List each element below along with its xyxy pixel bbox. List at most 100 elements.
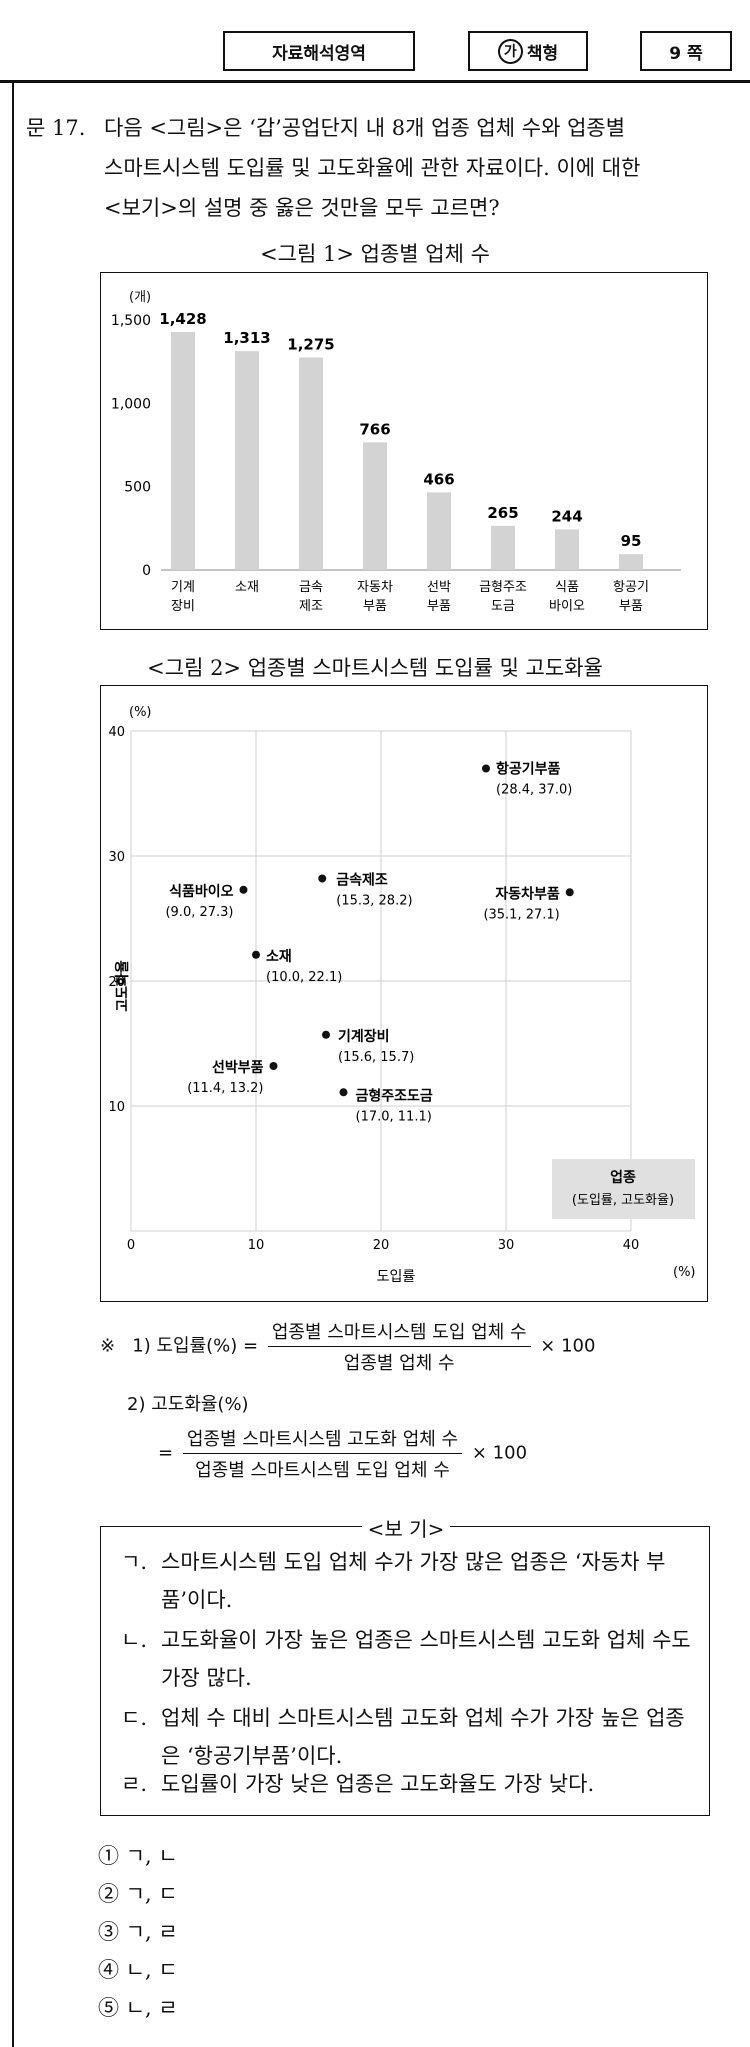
- section-title: 자료해석영역: [223, 31, 415, 71]
- point-coord-label: (15.6, 15.7): [338, 1050, 414, 1065]
- bogi-item-3: ㄷ. 업체 수 대비 스마트시스템 고도화 업체 수가 가장 높은 업종은 ‘항…: [121, 1699, 696, 1775]
- point-name-label: 자동차부품: [495, 886, 560, 902]
- point-coord-label: (15.3, 28.2): [336, 894, 412, 909]
- category-label: 장비: [171, 599, 195, 614]
- category-label: 소재: [235, 580, 259, 595]
- note2-numerator: 업종별 스마트시스템 고도화 업체 수: [182, 1425, 463, 1454]
- data-point: [322, 1030, 330, 1039]
- note1-label: 1) 도입률(%) =: [132, 1335, 259, 1357]
- category-label: 바이오: [549, 599, 585, 614]
- bar: [427, 492, 451, 570]
- bogi-text: 도입률이 가장 낮은 업종은 고도화율도 가장 낮다.: [161, 1772, 595, 1796]
- figure1-title: <그림 1> 업종별 업체 수: [260, 242, 490, 266]
- category-label: 식품: [555, 580, 579, 595]
- note2-label: 2) 고도화율(%): [127, 1394, 249, 1415]
- category-label: 항공기: [613, 580, 649, 595]
- margin-line: [12, 83, 14, 2047]
- bogi-box: <보 기> ㄱ. 스마트시스템 도입 업체 수가 가장 많은 업종은 ‘자동차 …: [100, 1517, 710, 1816]
- bar: [299, 357, 323, 570]
- figure1-box: (개) 0 500 1,000 1,500 1,428 기계 장비 1,313 소재 1,275…: [100, 272, 708, 630]
- bar: [555, 529, 579, 570]
- note2-denominator: 업종별 스마트시스템 도입 업체 수: [195, 1460, 450, 1481]
- category-label: 금형주조: [479, 580, 527, 595]
- note1-denominator: 업종별 업체 수: [343, 1353, 455, 1374]
- figure2-title: <그림 2> 업종별 스마트시스템 도입률 및 고도화율: [147, 656, 603, 680]
- y-tick-label: 30: [108, 850, 125, 865]
- note-1: ※ 1) 도입률(%) = 업종별 스마트시스템 도입 업체 수 업종별 업체 …: [100, 1318, 595, 1375]
- category-label: 선박: [427, 580, 451, 595]
- y-axis-label: 고도화율: [114, 960, 131, 1012]
- data-point: [252, 950, 260, 959]
- category-label: 자동차: [357, 580, 393, 595]
- point-name-label: 기계장비: [338, 1028, 390, 1045]
- bar: [619, 554, 643, 570]
- choice-1[interactable]: ① ㄱ, ㄴ: [98, 1844, 178, 1868]
- x-axis-label: 도입률: [377, 1269, 416, 1285]
- bogi-title-text: <보 기>: [361, 1517, 451, 1541]
- point-name-label: 소재: [266, 949, 292, 965]
- y-unit-label: (개): [129, 290, 151, 305]
- note-2: = 업종별 스마트시스템 고도화 업체 수 업종별 스마트시스템 도입 업체 수…: [158, 1425, 527, 1482]
- category-label: 부품: [427, 599, 451, 614]
- point-coord-label: (10.0, 22.1): [266, 970, 342, 985]
- data-point: [269, 1062, 278, 1070]
- bar-value-label: 766: [359, 420, 390, 438]
- type-suffix: 책형: [526, 43, 559, 64]
- bogi-mark: ㄴ.: [121, 1628, 147, 1652]
- choice-4[interactable]: ④ ㄴ, ㄷ: [98, 1958, 178, 1982]
- choice-3[interactable]: ③ ㄱ, ㄹ: [98, 1920, 178, 1944]
- legend: 업종 (도입률, 고도화율): [552, 1159, 695, 1219]
- data-point: [318, 874, 327, 883]
- bogi-mark: ㄷ.: [121, 1706, 147, 1730]
- bar-value-label: 466: [423, 470, 454, 488]
- legend-box: [552, 1159, 695, 1219]
- note1-numerator: 업종별 스마트시스템 도입 업체 수: [267, 1318, 531, 1347]
- bar: [235, 351, 259, 570]
- bar-value-label: 95: [621, 532, 642, 550]
- point-coord-label: (28.4, 37.0): [496, 783, 572, 798]
- point-name-label: 금속제조: [336, 873, 388, 889]
- note2-fraction: 업종별 스마트시스템 고도화 업체 수 업종별 스마트시스템 도입 업체 수: [182, 1425, 463, 1482]
- y-tick-label: 1,500: [111, 313, 151, 329]
- data-point: [482, 764, 490, 773]
- bar-value-label: 1,275: [287, 336, 334, 354]
- point-coord-label: (35.1, 27.1): [483, 907, 559, 922]
- category-label: 부품: [363, 599, 387, 614]
- category-label: 기계: [171, 580, 195, 595]
- x-tick-label: 0: [127, 1238, 135, 1253]
- y-tick-label: 20: [108, 975, 125, 990]
- y-tick-label: 10: [108, 1100, 125, 1115]
- question-line-2: 스마트시스템 도입률 및 고도화율에 관한 자료이다. 이에 대한: [104, 156, 641, 180]
- data-point: [565, 888, 574, 897]
- point-coord-label: (17.0, 11.1): [356, 1109, 432, 1124]
- choice-2[interactable]: ② ㄱ, ㄷ: [98, 1882, 178, 1906]
- note1-fraction: 업종별 스마트시스템 도입 업체 수 업종별 업체 수: [267, 1318, 531, 1375]
- x-tick-label: 20: [373, 1238, 390, 1253]
- note2-eq: =: [158, 1442, 174, 1464]
- point-coord-label: (11.4, 13.2): [187, 1081, 263, 1096]
- bogi-mark: ㄱ.: [121, 1550, 147, 1574]
- point-name-label: 항공기부품: [496, 761, 561, 778]
- point-name-label: 금형주조도금: [356, 1087, 433, 1104]
- point-name-label: 선박부품: [212, 1059, 264, 1076]
- question-line-3: <보기>의 설명 중 옳은 것만을 모두 고르면?: [104, 196, 500, 220]
- x-unit: (%): [673, 1265, 696, 1280]
- note2-multiplier: × 100: [471, 1442, 528, 1464]
- point-name-label: 식품바이오: [169, 883, 234, 900]
- category-label: 제조: [299, 599, 323, 614]
- y-tick-label: 40: [108, 725, 125, 740]
- bogi-text: 스마트시스템 도입 업체 수가 가장 많은 업종은 ‘자동차 부품’이다.: [161, 1550, 666, 1612]
- choice-5[interactable]: ⑤ ㄴ, ㄹ: [98, 1996, 178, 2020]
- page-number-text: 9 쪽: [669, 43, 703, 64]
- bar: [363, 442, 387, 570]
- y-unit: (%): [129, 705, 152, 720]
- note-mark: ※: [100, 1335, 116, 1357]
- bar-value-label: 265: [487, 504, 518, 522]
- bogi-text: 업체 수 대비 스마트시스템 고도화 업체 수가 가장 높은 업종은 ‘항공기부…: [161, 1706, 685, 1768]
- figure2-box: 0 10 20 30 40 10 20 30 40 (%) (%) 도입률 고도화율 업종 (도…: [100, 685, 708, 1302]
- header-rule: [0, 80, 750, 83]
- note1-multiplier: × 100: [540, 1335, 596, 1357]
- y-tick-label: 1,000: [111, 396, 151, 412]
- x-tick-label: 40: [623, 1238, 640, 1253]
- scatter-chart: 0 10 20 30 40 10 20 30 40 (%) (%) 도입률 고도화율 업종 (도…: [108, 705, 696, 1285]
